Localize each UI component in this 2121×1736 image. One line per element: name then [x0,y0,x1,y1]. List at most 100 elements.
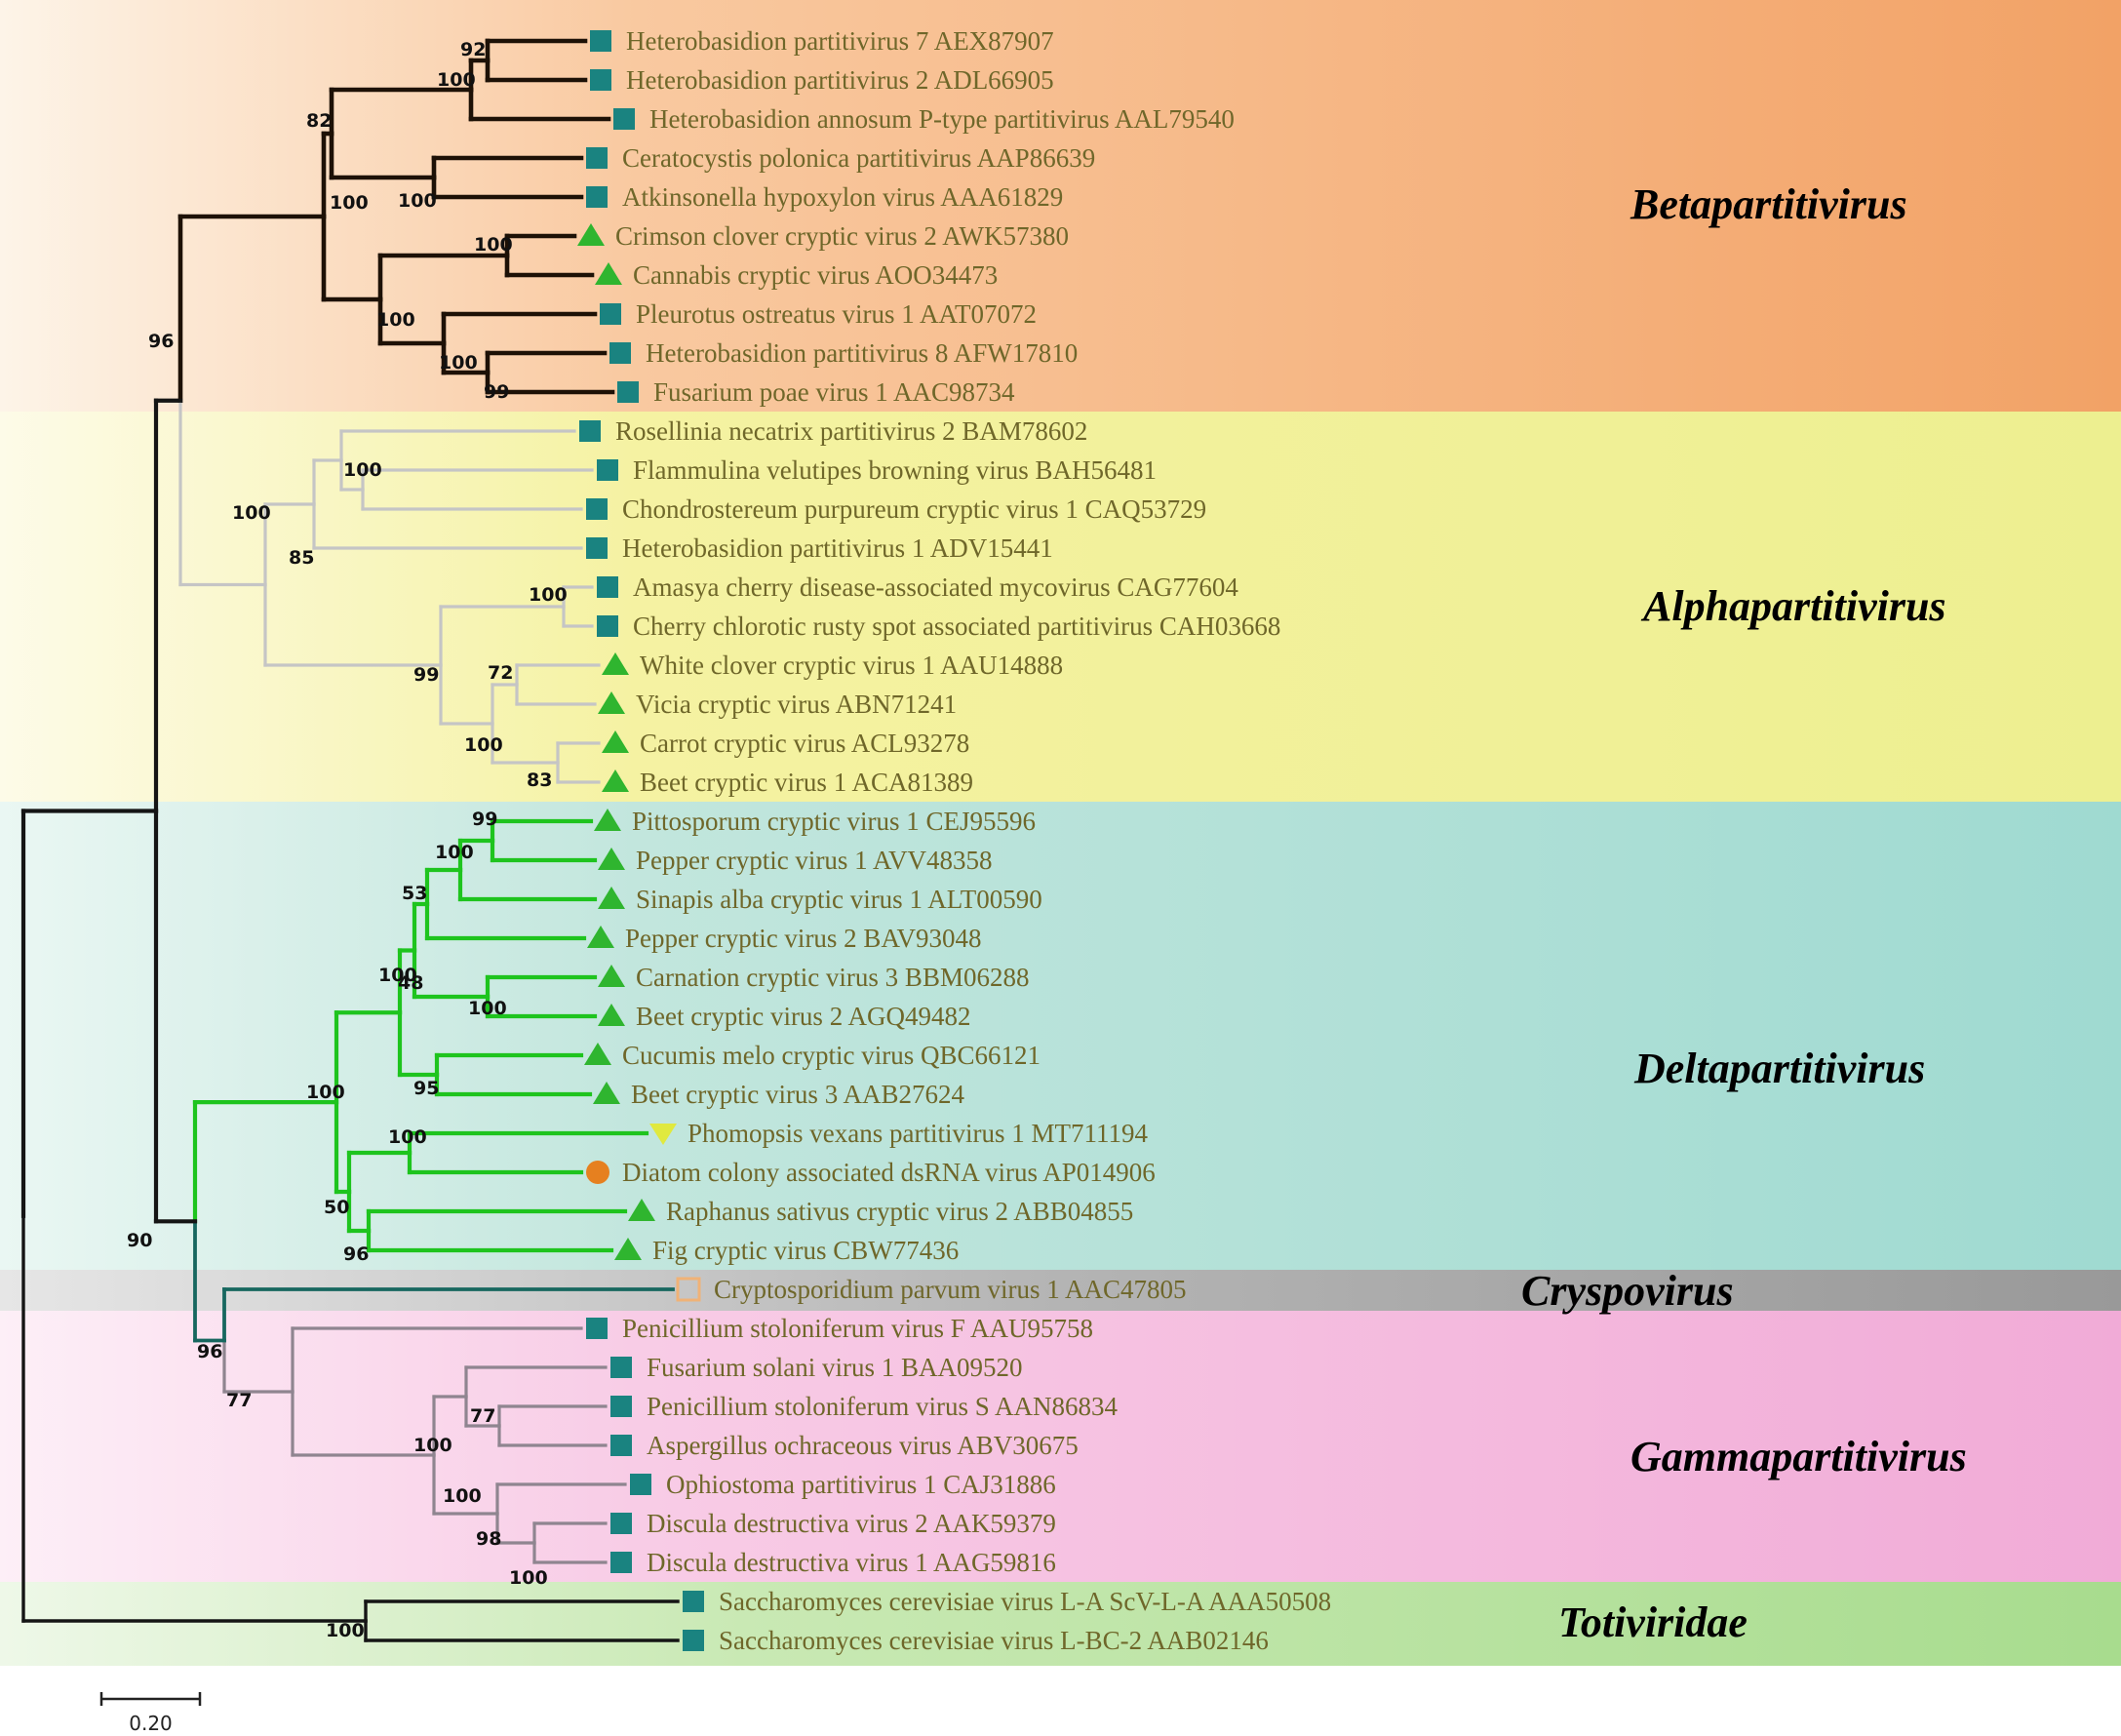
bootstrap-value: 100 [306,1082,345,1103]
fungus-square-icon [590,30,611,52]
taxon-label: Pepper cryptic virus 1 AVV48358 [636,846,992,875]
taxon-label: Atkinsonella hypoxylon virus AAA61829 [622,182,1063,212]
clade-label-betapartitivirus: Betapartitivirus [1630,180,1907,228]
fungus-square-icon [610,1552,632,1573]
bootstrap-value: 100 [464,734,503,756]
bootstrap-value: 100 [529,584,568,606]
taxon-label: Heterobasidion partitivirus 2 ADL66905 [626,65,1054,95]
taxon-label: Phomopsis vexans partitivirus 1 MT711194 [687,1119,1148,1148]
plant-triangle-icon [602,769,629,792]
band-deltapartitivirus [0,802,2121,1270]
plant-triangle-icon [628,1199,655,1221]
taxon-label: Heterobasidion annosum P-type partitivir… [649,104,1235,134]
taxon-label: Cannabis cryptic virus AOO34473 [633,260,998,290]
taxon-label: Rosellinia necatrix partitivirus 2 BAM78… [615,416,1087,446]
fungus-square-icon [630,1474,651,1495]
fungus-square-icon [617,381,639,403]
taxon-label: Pittosporum cryptic virus 1 CEJ95596 [632,807,1036,836]
bootstrap-value: 50 [324,1197,349,1218]
bootstrap-value: 96 [148,331,174,352]
tree-branches [20,38,680,1642]
taxon-label: Fusarium solani virus 1 BAA09520 [647,1353,1023,1382]
bootstrap-value: 100 [398,190,437,212]
bootstrap-value: 72 [488,662,513,684]
taxon-label: Cryptosporidium parvum virus 1 AAC47805 [714,1275,1187,1304]
band-totiviridae [0,1582,2121,1666]
taxon-label: Ceratocystis polonica partitivirus AAP86… [622,143,1095,173]
bootstrap-value: 83 [527,769,552,791]
fungus-square-icon [613,108,635,130]
band-gammapartitivirus [0,1311,2121,1582]
taxon-label: Beet cryptic virus 1 ACA81389 [640,768,973,797]
bootstrap-value: 100 [326,1620,365,1641]
fungus-square-icon [597,615,618,637]
bootstrap-value: 77 [470,1405,495,1427]
taxon-label: Saccharomyces cerevisiae virus L-BC-2 AA… [719,1626,1269,1655]
plant-triangle-icon [584,1043,611,1065]
taxa: Heterobasidion partitivirus 7 AEX87907 He… [577,26,1331,1655]
taxon-label: Aspergillus ochraceous virus ABV30675 [647,1431,1079,1460]
fungus-square-icon [586,186,608,208]
taxon-label: Discula destructiva virus 2 AAK59379 [647,1509,1056,1538]
taxon-label: Penicillium stoloniferum virus S AAN8683… [647,1392,1118,1421]
bootstrap-value: 100 [439,352,478,374]
bootstrap-value: 77 [226,1390,252,1411]
taxon-label: Pleurotus ostreatus virus 1 AAT07072 [636,299,1037,329]
bootstrap-value: 96 [343,1243,369,1265]
clade-label-alphapartitivirus: Alphapartitivirus [1640,582,1946,630]
bootstrap-value: 53 [402,883,427,904]
bootstrap-value: 100 [435,842,474,863]
fungus-square-icon [597,576,618,598]
taxon-label: Penicillium stoloniferum virus F AAU9575… [622,1314,1093,1343]
taxon-label: Fusarium poae virus 1 AAC98734 [653,377,1015,407]
taxon-label: Raphanus sativus cryptic virus 2 ABB0485… [666,1197,1133,1226]
fungus-square-icon [610,1513,632,1534]
taxon-label: Heterobasidion partitivirus 1 ADV15441 [622,533,1053,563]
fungus-square-icon [590,69,611,91]
triangle-down-icon [649,1124,677,1145]
clade-label-cryspovirus: Cryspovirus [1521,1267,1734,1315]
bootstrap-value: 90 [127,1230,152,1251]
plant-triangle-icon [587,926,614,948]
taxon-label: Carnation cryptic virus 3 BBM06288 [636,963,1029,992]
plant-triangle-icon [577,223,605,246]
fungus-square-icon [579,420,601,442]
bootstrap-value: 100 [413,1435,452,1456]
fungus-square-icon [610,1357,632,1378]
bootstrap-value: 99 [484,381,509,403]
clade-bands [0,0,2121,1666]
fungus-square-icon [610,1435,632,1456]
taxon-label: Flammulina velutipes browning virus BAH5… [633,455,1157,485]
taxon-label: Fig cryptic virus CBW77436 [652,1236,959,1265]
taxon-label: Diatom colony associated dsRNA virus AP0… [622,1158,1156,1187]
bootstrap-values: 92 100 100 82 100 99 100 100 100 100 85 100 72 83 100 9… [127,39,568,1641]
plant-triangle-icon [593,1082,620,1104]
taxon-label: Ophiostoma partitivirus 1 CAJ31886 [666,1470,1056,1499]
clade-label-totiviridae: Totiviridae [1558,1598,1748,1646]
taxon-label: Discula destructiva virus 1 AAG59816 [647,1548,1056,1577]
taxon-label: Chondrostereum purpureum cryptic virus 1… [622,494,1206,524]
taxon-label: Cucumis melo cryptic virus QBC66121 [622,1041,1041,1070]
scale-bar: 0.20 [99,1692,202,1735]
bootstrap-value: 100 [378,965,417,986]
fungus-square-icon [586,1318,608,1339]
band-betapartitivirus [0,0,2121,412]
taxon-label: Beet cryptic virus 2 AGQ49482 [636,1002,970,1031]
bootstrap-value: 100 [330,192,369,214]
fungus-square-icon [586,147,608,169]
bootstrap-value: 99 [413,664,439,686]
taxon-label: Heterobasidion partitivirus 7 AEX87907 [626,26,1054,56]
bootstrap-value: 82 [306,110,332,132]
plant-triangle-icon [594,809,621,831]
plant-triangle-icon [595,262,622,285]
fungus-square-icon [609,342,631,364]
plant-triangle-icon [598,965,625,987]
fungus-square-icon [610,1396,632,1417]
clade-labels: Betapartitivirus Alphapartitivirus Deltapa… [1521,180,1967,1646]
taxon-label: Vicia cryptic virus ABN71241 [636,690,957,719]
bootstrap-value: 100 [437,69,476,91]
taxon-label: Beet cryptic virus 3 AAB27624 [631,1080,964,1109]
bootstrap-value: 95 [413,1078,439,1099]
bootstrap-value: 100 [388,1126,427,1148]
